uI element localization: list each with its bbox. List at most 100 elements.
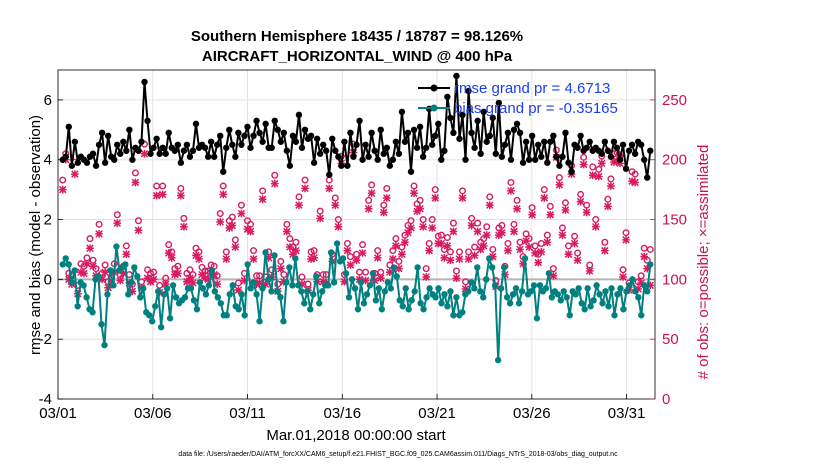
rmse-point [165,129,172,137]
rmse-point [186,153,194,160]
obs-assimilated-marker [316,214,324,223]
bias-point [187,285,195,292]
rmse-point [344,162,351,169]
obs-possible-marker [383,184,391,192]
bias-point [235,306,242,313]
bias-point [557,297,564,304]
obs-possible-marker [156,281,164,289]
obs-possible-marker [513,196,521,204]
rmse-point [307,132,315,139]
bias-point [423,294,430,301]
obs-possible-marker [365,196,373,204]
rmse-point [489,114,496,122]
obs-possible-marker [283,220,291,228]
bias-point [327,249,335,256]
rmse-point [235,129,242,137]
obs-possible-marker [510,220,518,228]
rmse-point [419,153,427,160]
bias-point [629,276,636,283]
rmse-point [162,150,169,157]
bias-point [605,303,612,310]
rmse-point [535,141,542,148]
obs-assimilated-marker [431,194,440,202]
rmse-point [544,159,551,166]
bias-point [641,282,648,289]
rmse-point [123,147,130,154]
bias-point [512,285,520,292]
rmse-point [513,120,521,128]
obs-assimilated-marker [485,201,494,210]
bias-point [59,261,66,268]
rmse-point [192,120,200,128]
obs-assimilated-marker [149,275,158,284]
obs-possible-marker [150,268,158,276]
bias-point [554,291,562,298]
obs-assimilated-marker [270,179,279,188]
rmse-point [371,147,378,154]
obs-possible-marker [558,224,566,232]
obs-possible-marker [540,186,548,194]
rmse-point [477,150,484,157]
obs-assimilated-marker [219,190,228,199]
obs-possible-marker [95,220,103,228]
obs-assimilated-marker [140,149,149,158]
rmse-point [447,114,454,122]
bias-point [384,279,392,286]
obs-possible-marker [368,181,376,189]
bias-point [593,282,600,289]
rmse-point [368,129,375,137]
rmse-point [507,156,515,163]
rmse-point [335,153,342,160]
bias-point [491,282,499,289]
bias-point [330,279,338,286]
chart-subtitle: AIRCRAFT_HORIZONTAL_WIND @ 400 hPa [202,48,513,65]
rmse-point [641,156,648,163]
bias-point [241,312,248,319]
bias-point [548,294,556,301]
bias-point [542,285,550,292]
rmse-point [286,162,294,169]
rmse-point [410,126,418,134]
obs-possible-marker [592,216,600,224]
rmse-point [250,132,257,139]
obs-possible-marker [343,239,351,247]
obs-assimilated-marker [458,194,467,202]
obs-possible-marker [622,229,630,237]
rmse-point [407,168,415,175]
rmse-point [347,129,354,137]
bias-point [620,306,627,313]
rmse-point [217,132,224,139]
bias-point [602,288,609,295]
rmse-point [323,147,330,154]
obs-possible-marker [159,182,167,190]
bias-point [128,279,135,286]
obs-possible-marker [268,266,276,274]
obs-assimilated-marker [594,172,603,181]
obs-assimilated-marker [440,253,449,262]
legend: rmse grand pr = 4.6713 bias grand pr = -… [418,80,618,117]
obs-assimilated-marker [504,246,512,255]
rmse-point [380,150,387,157]
bias-point [83,294,90,301]
bias-point [199,285,207,292]
rmse-series [59,72,654,181]
rmse-point [401,138,409,145]
rmse-point [462,156,469,163]
x-tick-label: 03/31 [608,405,646,422]
rmse-point [104,132,112,139]
rmse-point [289,132,297,139]
obs-possible-marker [59,176,67,184]
obs-assimilated-marker [443,242,452,250]
bias-point [274,288,281,295]
obs-possible-marker [359,241,367,249]
obs-possible-marker [537,239,545,247]
obs-assimilated-marker [292,246,300,255]
obs-assimilated-marker [585,267,594,275]
bias-point [289,282,296,289]
rmse-point [625,147,633,154]
rmse-point [174,141,182,148]
rmse-point [259,138,266,145]
rmse-point [468,129,475,137]
obs-possible-marker [216,210,224,218]
bias-point [301,300,308,307]
